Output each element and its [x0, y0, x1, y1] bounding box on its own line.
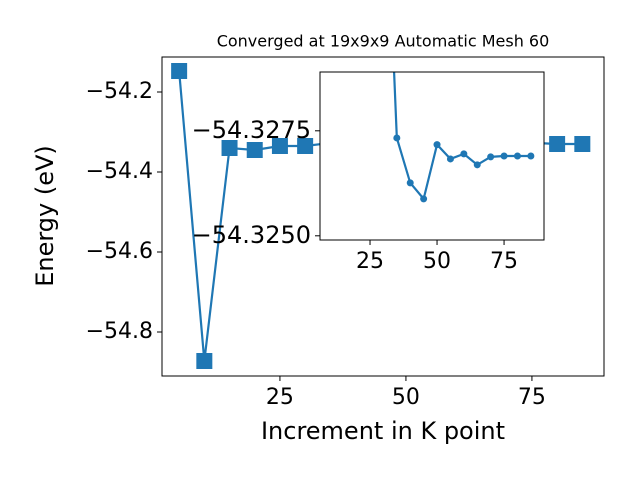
x-tick-label: 75 — [518, 385, 546, 410]
marker — [446, 155, 454, 163]
x-tick-label: 50 — [423, 249, 451, 274]
marker — [406, 179, 414, 187]
marker — [549, 136, 566, 152]
x-axis-label: Increment in K point — [261, 417, 505, 445]
marker — [574, 136, 591, 152]
chart-title: Converged at 19x9x9 Automatic Mesh 60 — [217, 32, 550, 51]
marker — [513, 152, 521, 160]
marker — [196, 353, 213, 369]
marker — [420, 195, 428, 203]
y-tick-label: −54.3275 — [192, 116, 311, 144]
marker — [393, 134, 401, 142]
y-axis-label: Energy (eV) — [31, 145, 59, 287]
marker — [171, 63, 188, 79]
plot-group — [392, 72, 535, 203]
marker — [433, 141, 441, 149]
marker — [271, 138, 288, 154]
marker — [473, 161, 481, 169]
marker — [297, 138, 314, 154]
y-tick-label: −54.2 — [86, 79, 153, 104]
marker — [527, 152, 535, 160]
marker — [487, 153, 495, 161]
marker — [221, 140, 238, 156]
x-tick-label: 75 — [490, 249, 518, 274]
marker — [460, 150, 468, 158]
marker — [246, 142, 263, 158]
y-tick-label: −54.8 — [86, 319, 153, 344]
y-tick-label: −54.6 — [86, 239, 153, 264]
y-tick-label: −54.3250 — [192, 221, 311, 249]
marker — [500, 152, 508, 160]
axes-frame — [319, 71, 545, 241]
x-tick-label: 50 — [392, 385, 420, 410]
x-tick-label: 25 — [266, 385, 294, 410]
axes-frame — [161, 56, 605, 377]
x-tick-label: 25 — [356, 249, 384, 274]
y-tick-label: −54.4 — [86, 159, 153, 184]
